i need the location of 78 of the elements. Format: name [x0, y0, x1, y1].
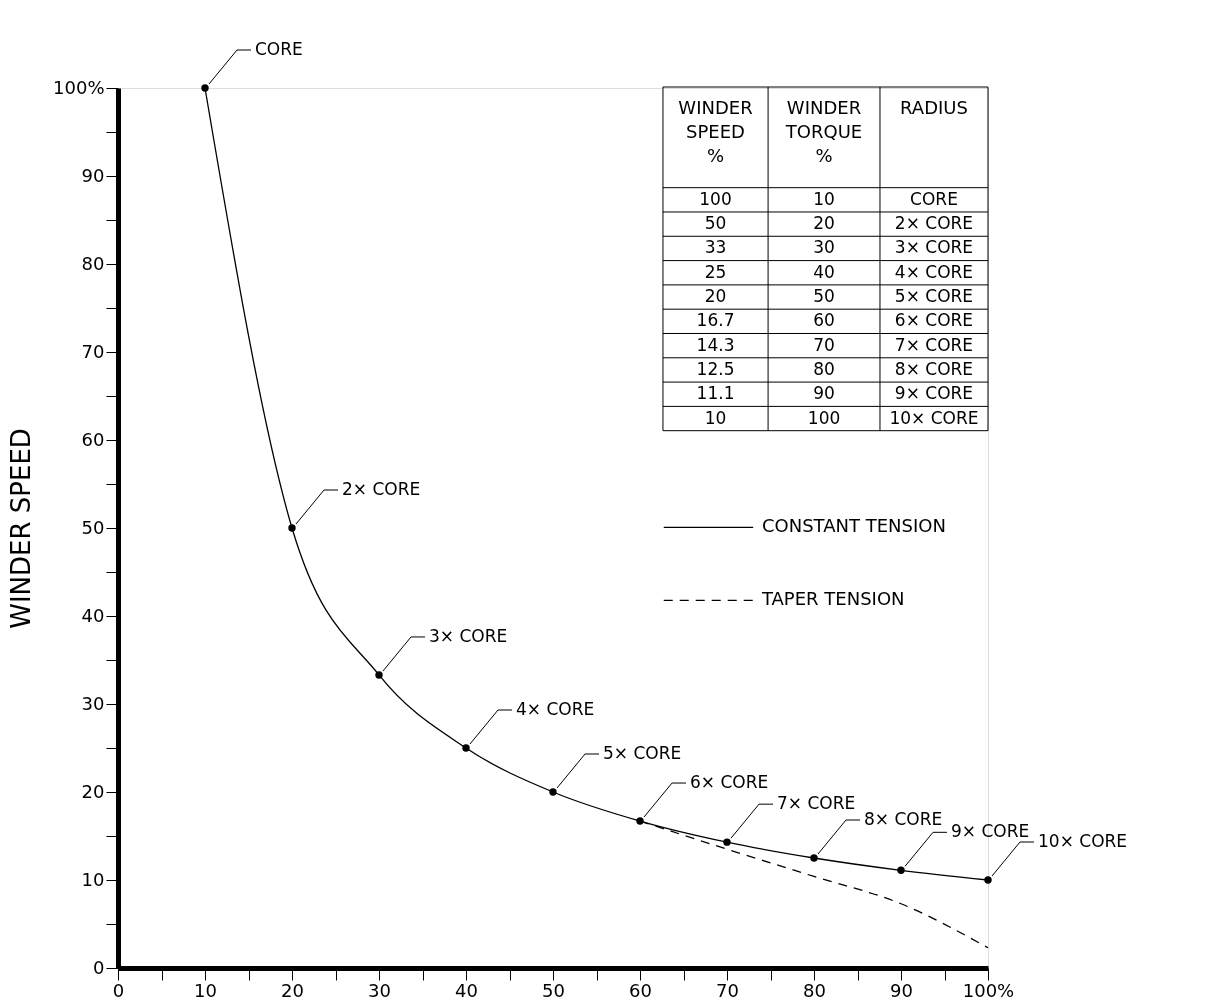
y-tick-label: 0: [93, 956, 105, 978]
annotation: 20: [704, 286, 727, 307]
annotation: 9× CORE: [951, 821, 1030, 842]
annotation: 5× CORE: [894, 286, 974, 307]
annotation: 8× CORE: [864, 809, 943, 829]
annotation: 6× CORE: [690, 772, 769, 793]
annotation: 12.5: [696, 358, 735, 379]
x-tick-label: 40: [455, 979, 478, 1001]
annotation: 100: [699, 188, 732, 209]
annotation: 50: [813, 286, 835, 307]
annotation: 11.1: [696, 383, 735, 404]
annotation: 2× CORE: [342, 479, 421, 499]
annotation: 2× CORE: [894, 213, 974, 234]
annotation: 10: [813, 188, 835, 209]
annotation: 33: [704, 237, 727, 258]
x-tick-label: 90: [890, 979, 913, 1001]
x-tick-label: 60: [629, 979, 652, 1001]
annotation: 30: [813, 237, 835, 258]
x-tick-label: 10: [194, 979, 217, 1001]
x-tick-label: 20: [281, 979, 304, 1001]
point: [288, 524, 296, 532]
y-tick-label: 10: [81, 868, 105, 890]
point: [984, 876, 992, 884]
annotation: 80: [813, 358, 835, 379]
annotation: 3× CORE: [429, 625, 508, 646]
point: [201, 84, 209, 92]
annotation: 20: [813, 213, 835, 234]
point: [897, 866, 905, 875]
y-tick-label: 60: [81, 428, 105, 450]
x-tick-label: 80: [803, 979, 826, 1001]
annotation: 10: [704, 407, 727, 428]
annotation: 100: [807, 407, 841, 428]
annotation: 3× CORE: [894, 237, 974, 258]
annotation: RADIUS: [900, 97, 968, 118]
annotation: WINDER SPEED %: [678, 97, 753, 166]
annotation: CORE: [910, 188, 958, 209]
x-tick-label: 30: [368, 979, 391, 1001]
annotation: 4× CORE: [516, 699, 595, 719]
legend-label: TAPER TENSION: [760, 588, 905, 610]
y-axis-title: WINDER SPEED: [6, 428, 37, 629]
y-tick-label: 20: [81, 780, 105, 802]
point: [462, 744, 470, 752]
annotation: 70: [813, 334, 835, 355]
x-tick-label: 50: [542, 979, 565, 1001]
annotation: 16.7: [696, 310, 735, 331]
point: [810, 854, 818, 862]
x-tick-label: 70: [716, 979, 739, 1001]
annotation: 10× CORE: [889, 407, 979, 428]
annotation: 40: [813, 261, 835, 282]
point: [723, 838, 731, 846]
y-tick-label: 100%: [53, 76, 105, 98]
y-tick-label: 40: [81, 604, 105, 626]
annotation: 6× CORE: [894, 310, 974, 331]
annotation: 8× CORE: [894, 358, 974, 379]
annotation: 50: [704, 213, 727, 234]
point: [636, 817, 644, 825]
y-tick-label: 70: [81, 340, 105, 362]
annotation: 7× CORE: [777, 793, 856, 814]
annotation: WINDER TORQUE %: [784, 97, 863, 166]
annotation: 25: [704, 261, 727, 282]
annotation: 60: [813, 310, 835, 331]
annotation: 10× CORE: [1038, 831, 1128, 851]
y-tick-label: 30: [81, 692, 105, 714]
y-tick-label: 50: [81, 516, 105, 538]
y-tick-label: 80: [81, 252, 105, 274]
annotation: 5× CORE: [603, 743, 682, 763]
annotation: 7× CORE: [894, 334, 974, 355]
annotation: 14.3: [696, 334, 735, 355]
annotation: 9× CORE: [894, 383, 974, 404]
annotation: 4× CORE: [894, 261, 974, 282]
annotation: 90: [813, 383, 835, 404]
x-tick-label: 100%: [962, 979, 1015, 1001]
annotation: CORE: [255, 39, 303, 59]
point: [375, 671, 383, 679]
y-tick-label: 90: [81, 164, 105, 186]
x-tick-label: 0: [112, 979, 125, 1001]
point: [549, 788, 557, 796]
legend-label: CONSTANT TENSION: [761, 515, 946, 537]
